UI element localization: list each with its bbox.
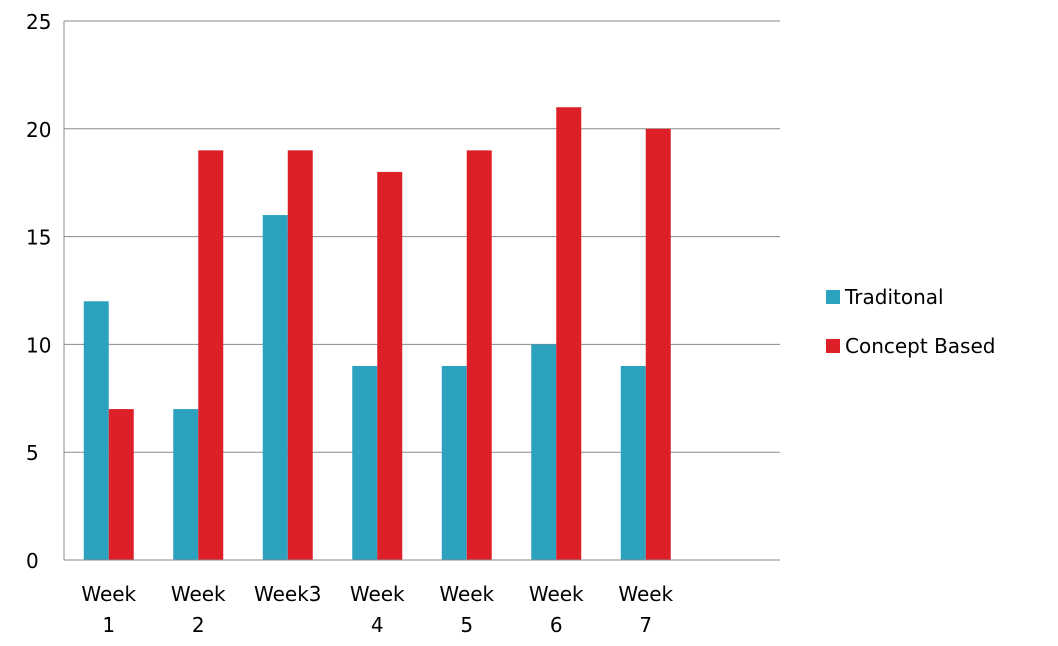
y-tick-label: 25 — [26, 10, 51, 34]
bar-traditonal — [262, 215, 288, 561]
gridlines — [64, 20, 780, 453]
bar-traditonal — [173, 409, 199, 560]
bar-concept-based — [645, 128, 671, 561]
legend-label: Traditonal — [844, 285, 944, 309]
bar-traditonal — [441, 365, 467, 560]
legend-label: Concept Based — [845, 334, 995, 358]
bar-concept-based — [287, 150, 313, 561]
bar-traditonal — [83, 301, 109, 560]
bar-concept-based — [198, 150, 224, 561]
axes — [63, 21, 780, 561]
x-category-label: Week 2 — [171, 582, 226, 637]
x-category-label: Week 5 — [439, 582, 494, 637]
x-category-label: Week3 — [254, 582, 322, 606]
bar-traditonal — [352, 365, 378, 560]
bar-concept-based — [556, 107, 582, 561]
y-tick-label: 20 — [26, 118, 51, 142]
y-axis-tick-labels: 0 5 10 15 20 25 — [26, 10, 51, 573]
bars — [83, 107, 671, 561]
legend-swatch — [826, 339, 840, 353]
legend-swatch — [826, 290, 840, 304]
bar-concept-based — [108, 409, 134, 560]
bar-concept-based — [466, 150, 492, 561]
x-axis-category-labels: Week 1 Week 2 Week3 Week 4 Week 5 Week 6 Week 7 — [81, 582, 673, 637]
y-tick-label: 5 — [26, 441, 39, 465]
x-category-label: Week 7 — [618, 582, 673, 637]
x-category-label: Week 4 — [350, 582, 405, 637]
y-tick-label: 0 — [26, 549, 39, 573]
bar-concept-based — [377, 171, 403, 561]
bar-traditonal — [620, 365, 646, 560]
x-category-label: Week 1 — [81, 582, 136, 637]
y-tick-label: 10 — [26, 333, 51, 357]
legend: Traditonal Concept Based — [826, 285, 995, 358]
y-tick-label: 15 — [26, 226, 51, 250]
x-category-label: Week 6 — [529, 582, 584, 637]
bar-traditonal — [531, 344, 557, 560]
